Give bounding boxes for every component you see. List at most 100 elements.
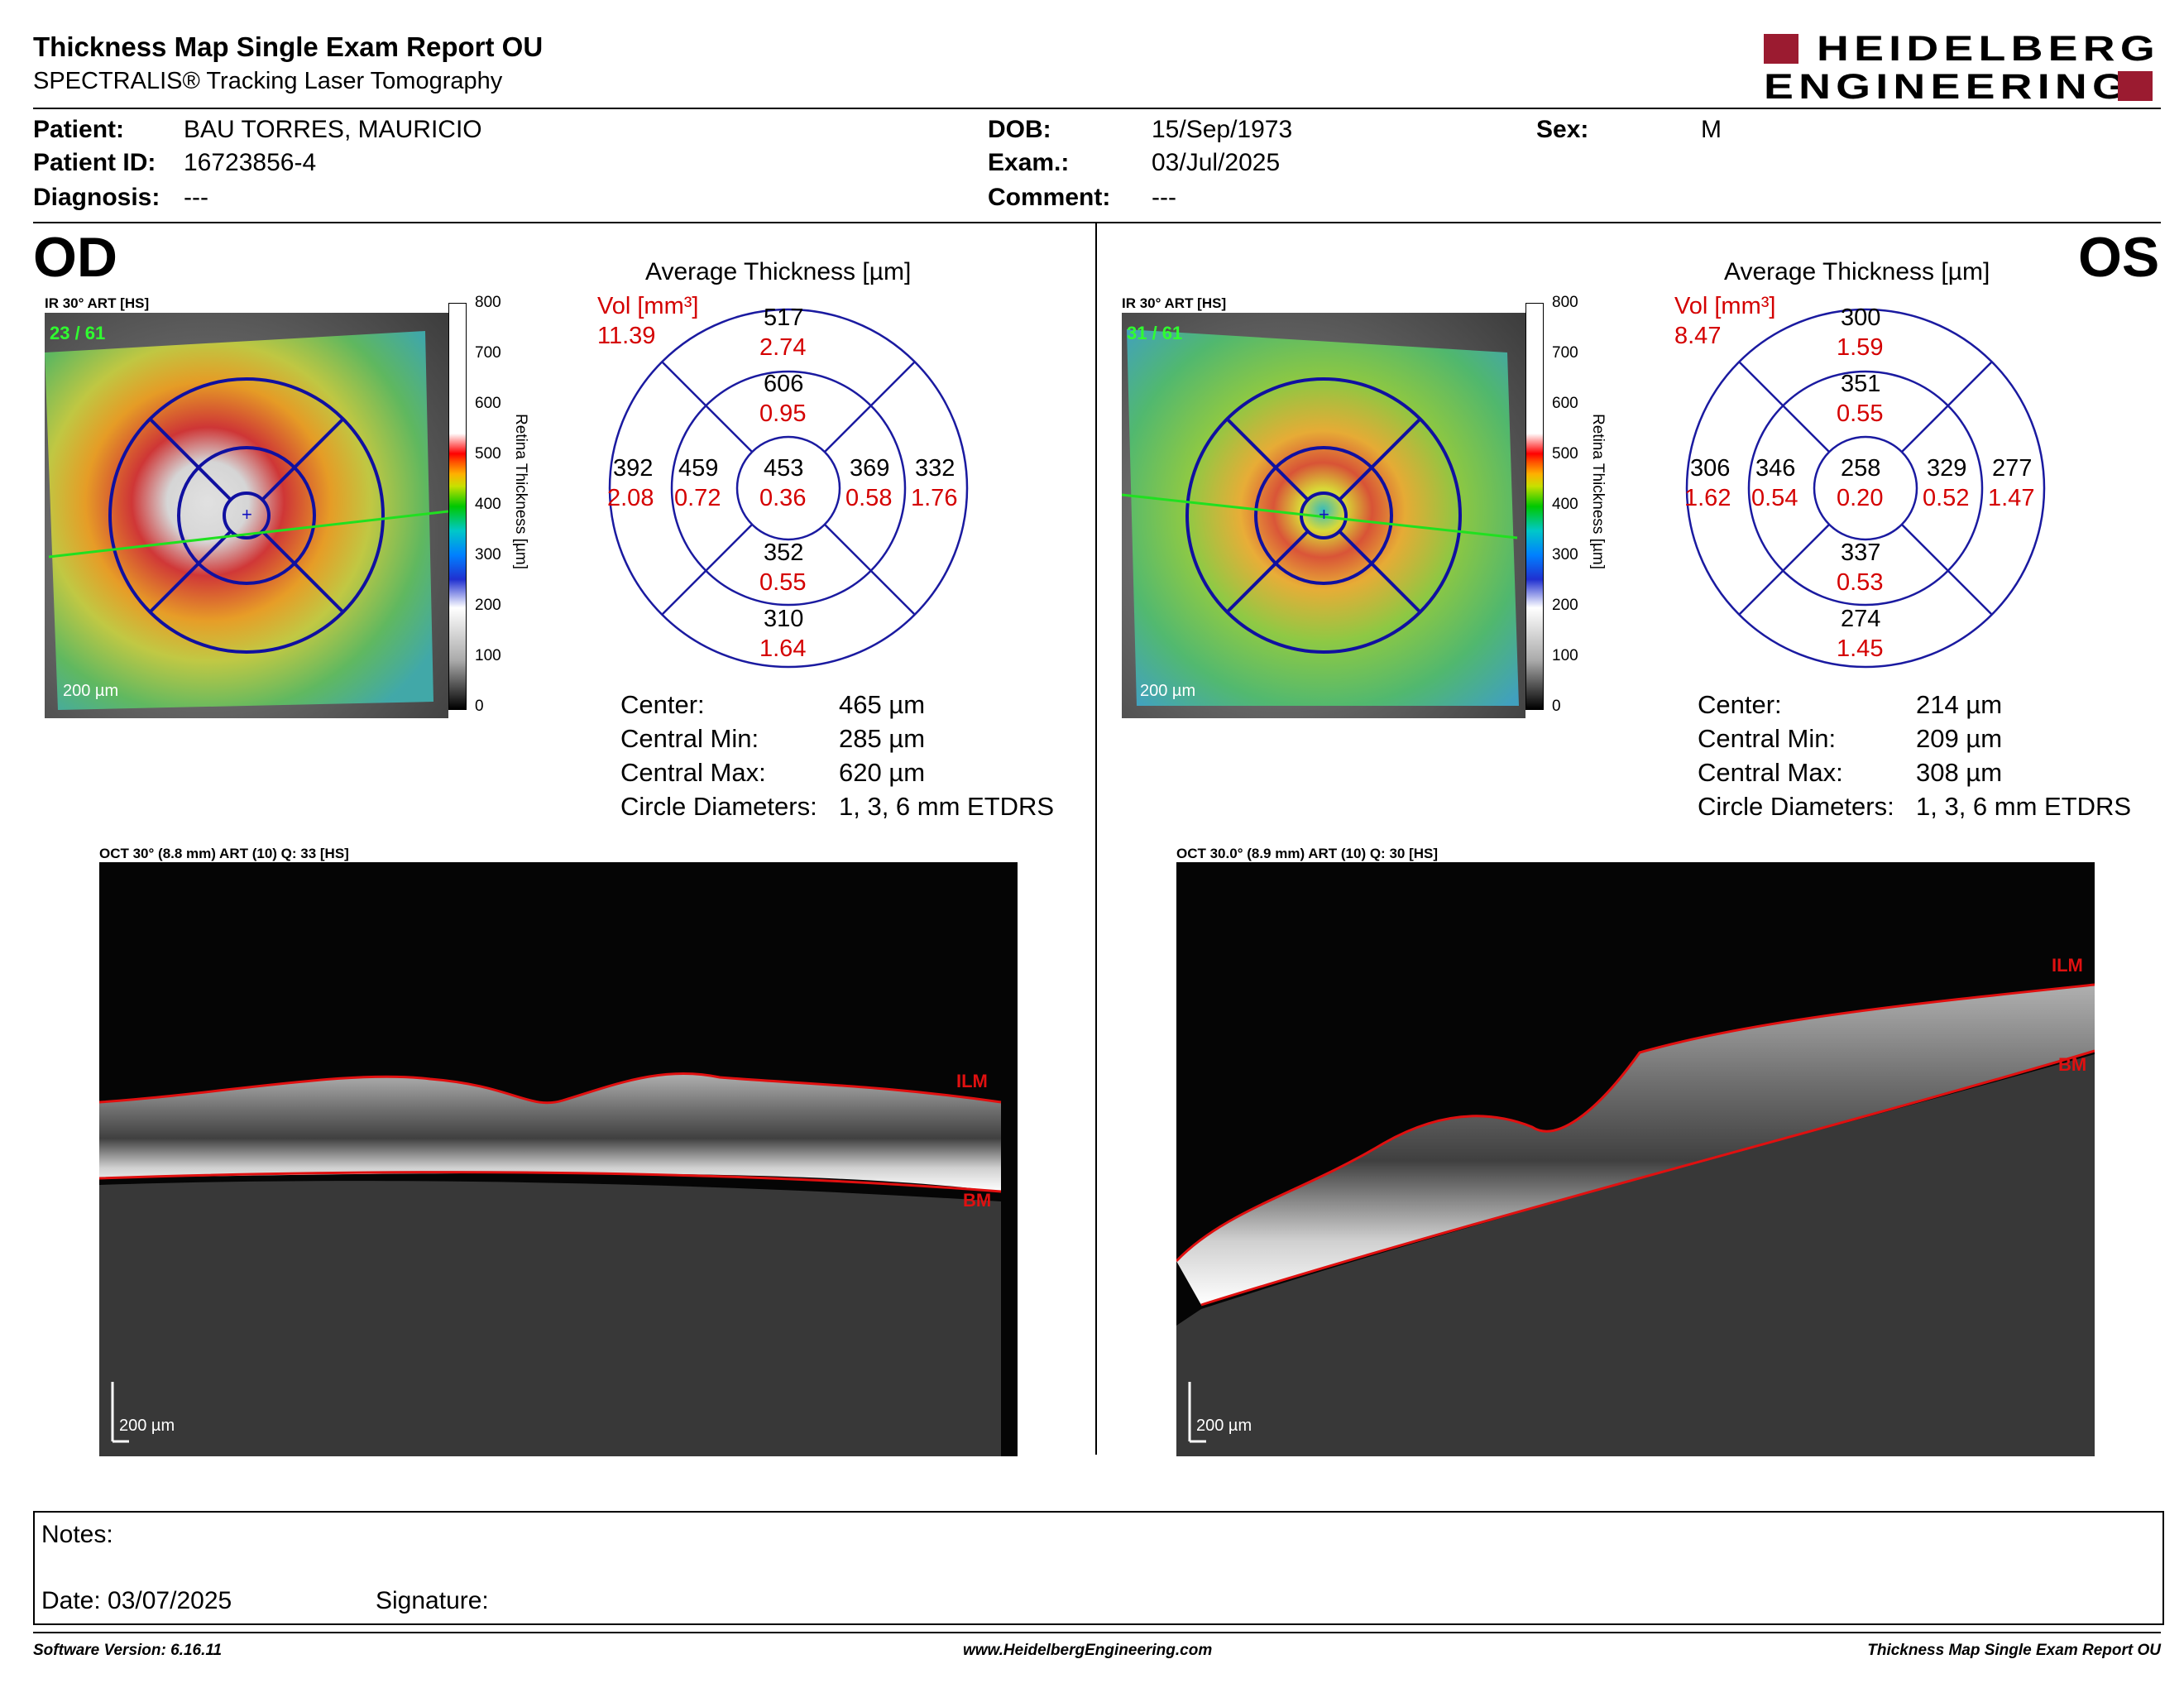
od-frame-counter: 23 / 61 xyxy=(50,323,106,343)
os-oct-bscan: ILM BM 200 µm xyxy=(1176,862,2095,1456)
report-title: Thickness Map Single Exam Report OU xyxy=(33,31,544,62)
od-inner-left-thickness: 459 xyxy=(678,455,719,482)
diagnosis-label: Diagnosis: xyxy=(33,184,160,211)
patient-id-label: Patient ID: xyxy=(33,149,156,176)
od-cb-tick: 100 xyxy=(475,647,501,664)
os-cb-tick: 400 xyxy=(1552,496,1578,513)
dob-value: 15/Sep/1973 xyxy=(1152,116,1293,143)
os-cb-tick: 800 xyxy=(1552,294,1578,311)
svg-text:+: + xyxy=(1319,504,1329,525)
od-outer-right-thickness: 332 xyxy=(915,455,956,482)
os-min-value: 209 µm xyxy=(1916,724,2003,753)
os-center-vol: 0.20 xyxy=(1837,485,1884,511)
os-frame-counter: 31 / 61 xyxy=(1127,323,1183,343)
os-vol-total: 8.47 xyxy=(1674,323,1722,349)
od-outer-left-vol: 2.08 xyxy=(607,485,654,511)
od-center-thickness: 453 xyxy=(764,455,804,482)
signature-label: Signature: xyxy=(376,1587,489,1614)
os-outer-left-vol: 1.62 xyxy=(1684,485,1731,511)
os-inner-sup-thickness: 351 xyxy=(1841,371,1881,397)
logo-line1: HEIDELBERG xyxy=(1817,29,2160,69)
comment-value: --- xyxy=(1152,184,1176,211)
os-colorbar xyxy=(1525,303,1544,710)
od-outer-sup-vol: 2.74 xyxy=(759,334,807,361)
od-cb-tick: 500 xyxy=(475,445,501,463)
od-min-label: Central Min: xyxy=(620,724,759,753)
od-inner-sup-thickness: 606 xyxy=(764,371,804,397)
od-cb-tick: 800 xyxy=(475,294,501,311)
website-link[interactable]: www.HeidelbergEngineering.com xyxy=(963,1642,1213,1659)
os-inner-sup-vol: 0.55 xyxy=(1837,400,1884,427)
software-version: Software Version: 6.16.11 xyxy=(33,1642,223,1659)
os-inner-left-thickness: 346 xyxy=(1755,455,1796,482)
os-cb-tick: 100 xyxy=(1552,647,1578,664)
od-inner-right-thickness: 369 xyxy=(850,455,890,482)
os-diam-label: Circle Diameters: xyxy=(1698,792,1894,821)
logo-square-bottom xyxy=(2118,71,2153,101)
os-cb-tick: 200 xyxy=(1552,597,1578,614)
od-ilm-label: ILM xyxy=(956,1071,988,1091)
heidelberg-logo: HEIDELBERG ENGINEERING xyxy=(1764,30,2155,107)
logo-square-top xyxy=(1764,34,1798,64)
os-bm-label: BM xyxy=(2058,1054,2087,1075)
od-diam-value: 1, 3, 6 mm ETDRS xyxy=(839,792,1055,821)
od-diam-label: Circle Diameters: xyxy=(620,792,817,821)
od-outer-inf-thickness: 310 xyxy=(764,606,804,632)
od-outer-sup-thickness: 517 xyxy=(764,305,804,331)
patient-label: Patient: xyxy=(33,116,125,143)
os-cb-tick: 700 xyxy=(1552,344,1578,362)
od-cb-tick: 300 xyxy=(475,546,501,563)
os-cb-tick: 600 xyxy=(1552,395,1578,412)
od-cb-title: Retina Thickness [µm] xyxy=(512,414,529,569)
od-outer-right-vol: 1.76 xyxy=(911,485,958,511)
svg-text:+: + xyxy=(242,504,252,525)
os-inner-left-vol: 0.54 xyxy=(1751,485,1798,511)
os-outer-sup-vol: 1.59 xyxy=(1837,334,1884,361)
exam-value: 03/Jul/2025 xyxy=(1152,149,1281,176)
footer-report-title: Thickness Map Single Exam Report OU xyxy=(1867,1642,2161,1659)
comment-label: Comment: xyxy=(988,184,1111,211)
os-outer-sup-thickness: 300 xyxy=(1841,305,1881,331)
od-oct-bscan: ILM BM 200 µm xyxy=(99,862,1018,1456)
patient-name: BAU TORRES, MAURICIO xyxy=(184,116,482,143)
header-divider xyxy=(33,108,2161,109)
od-inner-right-vol: 0.58 xyxy=(845,485,893,511)
od-avg-thickness-title: Average Thickness [µm] xyxy=(645,258,912,285)
od-max-label: Central Max: xyxy=(620,758,766,787)
patient-id: 16723856-4 xyxy=(184,149,317,176)
os-inner-inf-thickness: 337 xyxy=(1841,539,1881,566)
os-outer-inf-vol: 1.45 xyxy=(1837,635,1884,662)
od-cb-tick: 600 xyxy=(475,395,501,412)
od-fundus-scale: 200 µm xyxy=(63,682,119,700)
os-outer-right-thickness: 277 xyxy=(1992,455,2033,482)
od-cb-tick: 0 xyxy=(475,698,484,715)
os-diam-value: 1, 3, 6 mm ETDRS xyxy=(1916,792,2132,821)
os-fundus-scale: 200 µm xyxy=(1140,682,1196,700)
os-oct-scale: 200 µm xyxy=(1196,1417,1252,1435)
os-cb-tick: 300 xyxy=(1552,546,1578,563)
footer-divider xyxy=(33,1632,2161,1633)
od-center-vol: 0.36 xyxy=(759,485,807,511)
os-fundus-thickness-map: + 31 / 61 200 µm xyxy=(1122,313,1525,718)
dob-label: DOB: xyxy=(988,116,1051,143)
os-inner-inf-vol: 0.53 xyxy=(1837,569,1884,596)
od-ir-label: IR 30° ART [HS] xyxy=(45,295,150,311)
notes-box: Notes: Date: 03/07/2025 Signature: xyxy=(33,1511,2164,1625)
notes-label: Notes: xyxy=(41,1521,113,1548)
os-max-label: Central Max: xyxy=(1698,758,1843,787)
os-cb-tick: 500 xyxy=(1552,445,1578,463)
logo-line2: ENGINEERING xyxy=(1764,67,2133,107)
od-oct-scale: 200 µm xyxy=(119,1417,175,1435)
os-outer-left-thickness: 306 xyxy=(1690,455,1731,482)
os-cb-tick: 0 xyxy=(1552,698,1561,715)
os-center-value: 214 µm xyxy=(1916,690,2003,719)
od-oct-label: OCT 30° (8.8 mm) ART (10) Q: 33 [HS] xyxy=(99,846,349,861)
od-outer-inf-vol: 1.64 xyxy=(759,635,807,662)
os-cb-title: Retina Thickness [µm] xyxy=(1589,414,1607,569)
od-cb-tick: 200 xyxy=(475,597,501,614)
os-center-label: Center: xyxy=(1698,690,1782,719)
sex-label: Sex: xyxy=(1536,116,1589,143)
date-label: Date: 03/07/2025 xyxy=(41,1587,232,1614)
od-vol-total: 11.39 xyxy=(597,323,656,349)
od-fundus-thickness-map: + 23 / 61 200 µm xyxy=(45,313,448,718)
